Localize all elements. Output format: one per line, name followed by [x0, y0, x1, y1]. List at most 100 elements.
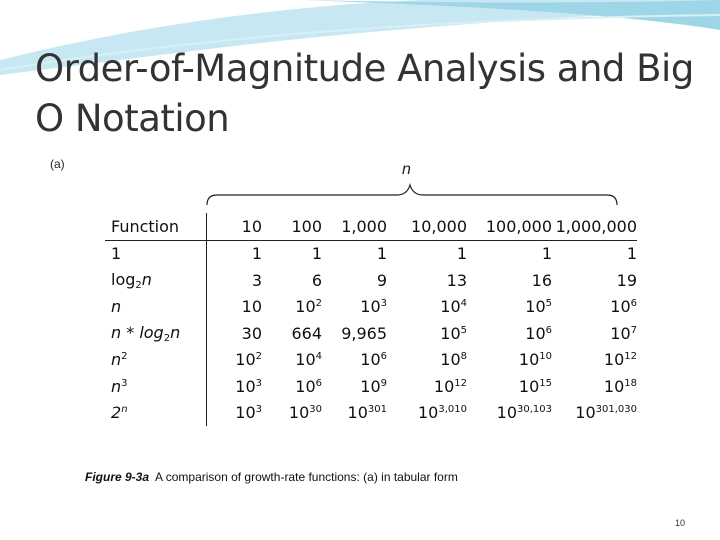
cell-superscript: 3 — [255, 404, 262, 416]
table-cell: 1 — [387, 240, 467, 267]
cell-base: 10 — [603, 350, 625, 370]
cell-superscript: 2 — [255, 351, 262, 363]
table-cell: 6 — [262, 267, 322, 294]
table-cell: n * log2n — [105, 320, 207, 347]
cell-superscript: 5 — [545, 298, 552, 310]
cell-superscript: 12 — [454, 377, 467, 389]
header-cell: Function — [105, 213, 207, 241]
cell-base: 10 — [440, 350, 461, 370]
table-cell: 30 — [207, 320, 262, 347]
table-row: n * log2n 30 664 9,965 105 106 107 — [105, 320, 637, 347]
header-cell: 1,000,000 — [552, 213, 637, 241]
table-cell: 1010 — [467, 347, 552, 374]
cell-superscript: 4 — [460, 298, 467, 310]
table-row: n2 102 104 106 108 1010 1012 — [105, 346, 637, 374]
table-cell: log2n — [105, 267, 207, 294]
table-cell: 9,965 — [322, 320, 387, 347]
figure: (a) n Function 10 100 1,000 10,000 100,000 1,0… — [47, 155, 660, 427]
cell-superscript: 7 — [630, 324, 637, 336]
cell-base: 10 — [295, 297, 316, 317]
table-cell: 1012 — [387, 373, 467, 400]
header-text: 100 — [291, 216, 322, 236]
cell-base: 10 — [360, 297, 381, 317]
table-cell: 1 — [262, 240, 322, 267]
brace — [206, 182, 618, 206]
header-text: 100,000 — [485, 216, 552, 236]
decoration — [0, 0, 720, 75]
table-cell: 1 — [207, 240, 262, 267]
cell-superscript: 2 — [121, 351, 128, 363]
table-cell: 1 — [322, 240, 387, 267]
table-cell: 1 — [105, 240, 207, 267]
cell-superscript: 3 — [380, 298, 387, 310]
table-cell: n — [105, 293, 207, 320]
table-cell: n2 — [105, 346, 207, 373]
cell-superscript: 30 — [309, 404, 322, 416]
table-cell: 105 — [387, 320, 467, 347]
cell-base: 10 — [525, 297, 546, 317]
table-row: n3 103 106 109 1012 1015 1018 — [105, 373, 637, 400]
table-cell: 103,010 — [387, 400, 467, 427]
cell-base: 10 — [610, 323, 631, 343]
header-text: Function — [111, 216, 180, 236]
header-text: 1,000,000 — [555, 216, 637, 236]
table-cell: 103 — [207, 400, 262, 427]
table-cell: 1018 — [552, 373, 637, 400]
header-cell: 10,000 — [387, 213, 467, 241]
cell-text: 664 — [291, 323, 322, 343]
cell-base: n * log — [111, 322, 164, 342]
table-cell: 106 — [262, 373, 322, 400]
table-cell: 1015 — [467, 373, 552, 400]
brace-label: n — [402, 161, 411, 178]
cell-superscript: 3,010 — [438, 404, 467, 416]
cell-base: 10 — [603, 376, 625, 396]
cell-base: 10 — [496, 403, 517, 423]
table-cell: 106 — [322, 347, 387, 374]
page-number: 10 — [675, 518, 686, 528]
table-cell: 664 — [262, 320, 322, 347]
cell-superscript: 3 — [121, 377, 128, 389]
cell-text: 1 — [456, 244, 467, 264]
header-cell: 1,000 — [322, 213, 387, 241]
cell-text: 16 — [531, 270, 552, 290]
header-cell: 100,000 — [467, 213, 552, 241]
cell-text: 30 — [241, 323, 262, 343]
table-cell: 1030,103 — [467, 400, 552, 427]
header-text: 10,000 — [411, 216, 467, 236]
header-cell: 10 — [206, 213, 262, 241]
header-row: Function 10 100 1,000 10,000 100,000 1,000,000 — [105, 213, 637, 241]
cell-base: 10 — [288, 403, 310, 423]
cell-base: 10 — [235, 403, 256, 423]
caption: Figure 9-3a A comparison of growth-rate … — [85, 470, 458, 484]
table-cell: 107 — [552, 320, 637, 347]
cell-text: n — [111, 297, 122, 317]
cell-superscript: 10 — [539, 351, 552, 363]
table-cell: 1 — [467, 240, 552, 267]
cell-text: 1 — [626, 244, 637, 264]
table-cell: 16 — [467, 267, 552, 294]
cell-base: 10 — [360, 350, 381, 370]
cell-base: 10 — [440, 297, 461, 317]
brace-line — [206, 182, 618, 206]
table-cell: 104 — [387, 294, 467, 321]
cell-base: 2 — [111, 403, 122, 423]
header-cell: 100 — [262, 213, 322, 241]
cell-text: 1 — [311, 244, 322, 264]
cell-base: 10 — [525, 323, 546, 343]
table-cell: n3 — [105, 373, 207, 400]
cell-base: 10 — [518, 376, 540, 396]
table-cell: 10301,030 — [552, 400, 637, 427]
table-cell: 3 — [207, 267, 262, 294]
cell-superscript: 8 — [460, 351, 467, 363]
cell-base: 10 — [440, 323, 461, 343]
cell-base: 10 — [418, 403, 439, 423]
table-row: log2n 3 6 9 13 16 19 — [105, 267, 637, 294]
swoosh — [300, 0, 720, 30]
slide-title: Order-of-Magnitude Analysis and Big O No… — [35, 47, 694, 140]
cell-base: 10 — [433, 376, 455, 396]
cell-text: 1 — [251, 244, 262, 264]
cell-tail: n — [141, 269, 152, 289]
caption-label: Figure 9-3a — [85, 470, 150, 484]
cell-base: 10 — [295, 376, 316, 396]
cell-superscript: 5 — [460, 324, 467, 336]
